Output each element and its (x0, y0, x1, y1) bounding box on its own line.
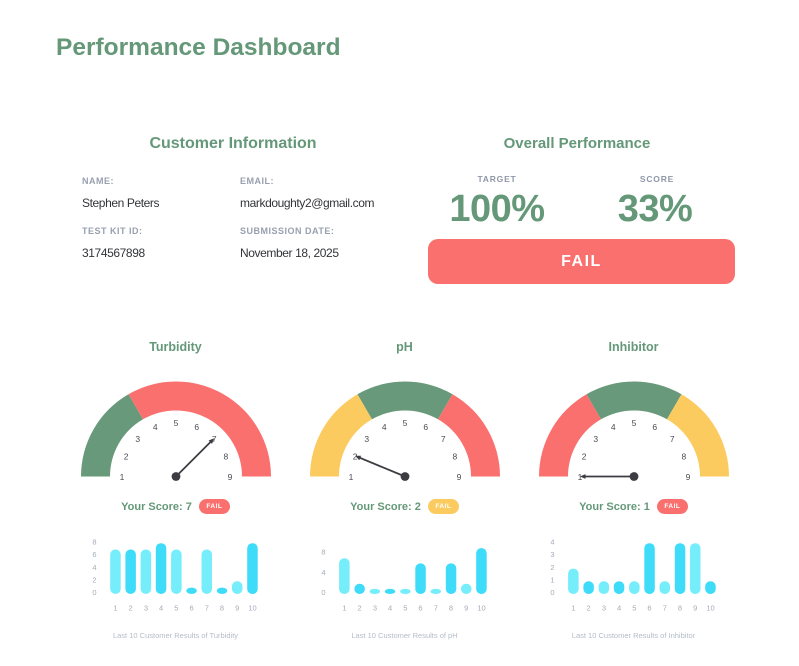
svg-text:3: 3 (373, 603, 377, 612)
svg-text:0: 0 (321, 588, 325, 597)
svg-text:6: 6 (423, 422, 428, 432)
svg-text:6: 6 (190, 603, 194, 612)
svg-text:7: 7 (434, 603, 438, 612)
svg-text:6: 6 (418, 603, 422, 612)
svg-text:10: 10 (477, 603, 485, 612)
svg-text:3: 3 (550, 550, 554, 559)
svg-text:8: 8 (92, 537, 96, 546)
svg-text:2: 2 (353, 451, 358, 461)
svg-text:4: 4 (388, 603, 392, 612)
svg-text:5: 5 (632, 418, 637, 428)
svg-text:0: 0 (550, 588, 554, 597)
svg-text:4: 4 (617, 603, 621, 612)
svg-text:2: 2 (550, 563, 554, 572)
svg-text:7: 7 (441, 434, 446, 444)
svg-text:8: 8 (449, 603, 453, 612)
svg-text:1: 1 (578, 472, 583, 482)
svg-text:5: 5 (403, 418, 408, 428)
svg-text:3: 3 (144, 603, 148, 612)
svg-text:4: 4 (550, 537, 554, 546)
svg-text:8: 8 (224, 451, 229, 461)
svg-text:2: 2 (129, 603, 133, 612)
svg-text:3: 3 (593, 434, 598, 444)
svg-text:0: 0 (92, 588, 96, 597)
svg-text:5: 5 (403, 603, 407, 612)
svg-text:5: 5 (174, 603, 178, 612)
svg-text:8: 8 (678, 603, 682, 612)
svg-text:3: 3 (602, 603, 606, 612)
svg-text:4: 4 (321, 568, 325, 577)
svg-text:4: 4 (382, 422, 387, 432)
svg-text:4: 4 (159, 603, 163, 612)
svg-text:8: 8 (220, 603, 224, 612)
svg-text:6: 6 (647, 603, 651, 612)
svg-text:5: 5 (632, 603, 636, 612)
svg-text:8: 8 (321, 547, 325, 556)
svg-text:1: 1 (342, 603, 346, 612)
svg-text:6: 6 (92, 550, 96, 559)
svg-text:9: 9 (686, 472, 691, 482)
svg-text:2: 2 (582, 451, 587, 461)
svg-text:1: 1 (349, 472, 354, 482)
svg-text:2: 2 (587, 603, 591, 612)
svg-text:7: 7 (212, 434, 217, 444)
svg-text:6: 6 (652, 422, 657, 432)
svg-text:10: 10 (706, 603, 714, 612)
svg-text:7: 7 (670, 434, 675, 444)
svg-text:9: 9 (693, 603, 697, 612)
svg-text:6: 6 (194, 422, 199, 432)
svg-text:9: 9 (457, 472, 462, 482)
svg-text:4: 4 (153, 422, 158, 432)
svg-text:1: 1 (550, 576, 554, 585)
svg-text:3: 3 (135, 434, 140, 444)
svg-text:9: 9 (464, 603, 468, 612)
svg-text:8: 8 (453, 451, 458, 461)
svg-text:5: 5 (174, 418, 179, 428)
svg-text:7: 7 (663, 603, 667, 612)
svg-text:8: 8 (682, 451, 687, 461)
svg-text:7: 7 (205, 603, 209, 612)
svg-text:4: 4 (92, 563, 96, 572)
svg-text:4: 4 (611, 422, 616, 432)
svg-text:1: 1 (113, 603, 117, 612)
svg-text:1: 1 (571, 603, 575, 612)
svg-text:2: 2 (124, 451, 129, 461)
svg-text:9: 9 (228, 472, 233, 482)
svg-text:2: 2 (358, 603, 362, 612)
svg-text:2: 2 (92, 576, 96, 585)
svg-text:1: 1 (120, 472, 125, 482)
svg-text:9: 9 (235, 603, 239, 612)
svg-text:3: 3 (364, 434, 369, 444)
svg-text:10: 10 (248, 603, 256, 612)
